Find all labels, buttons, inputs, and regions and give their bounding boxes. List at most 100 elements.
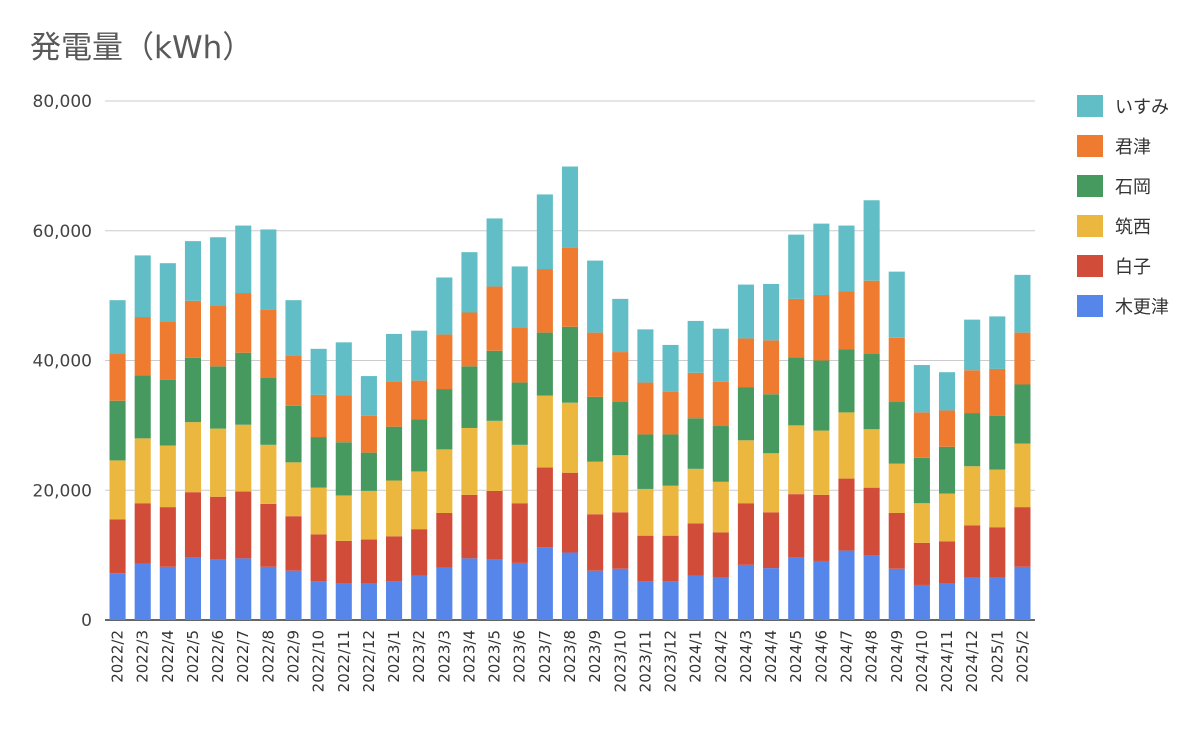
bar-segment <box>712 426 729 482</box>
bar-segment <box>511 266 528 328</box>
bar-segment <box>989 469 1006 528</box>
bar-segment <box>863 429 880 488</box>
x-tick-label: 2024/11 <box>938 630 956 692</box>
bar-segment <box>964 370 981 414</box>
bar-segment <box>159 263 176 322</box>
bar-segment <box>964 577 981 620</box>
bar-segment <box>285 462 302 517</box>
bar-segment <box>235 424 252 492</box>
bar-segment <box>938 446 956 494</box>
legend-item: 木更津 <box>1077 286 1169 326</box>
bar-segment <box>285 405 302 463</box>
bar-segment <box>486 286 503 351</box>
y-tick-label: 40,000 <box>33 352 92 372</box>
bar-segment <box>134 317 151 376</box>
legend-swatch <box>1077 135 1103 157</box>
bar-segment <box>184 557 202 620</box>
x-tick-label: 2023/9 <box>586 630 604 683</box>
x-tick-label: 2024/6 <box>812 630 830 683</box>
x-tick-label: 2022/6 <box>209 630 227 683</box>
bar-segment <box>109 354 126 401</box>
bar-segment <box>159 445 176 508</box>
bar-segment <box>260 309 277 379</box>
bar-segment <box>310 534 327 582</box>
bar-segment <box>712 481 729 533</box>
legend-item: 筑西 <box>1077 206 1169 246</box>
bar-segment <box>210 237 227 307</box>
x-tick-label: 2022/12 <box>360 630 378 692</box>
bar-segment <box>360 539 377 584</box>
x-tick-label: 2023/7 <box>536 630 554 683</box>
x-tick-label: 2024/5 <box>787 630 805 683</box>
bar-segment <box>989 527 1006 578</box>
bar-segment <box>310 394 327 438</box>
x-tick-label: 2024/7 <box>837 630 855 683</box>
bar-segment <box>210 428 227 497</box>
bar-segment <box>134 503 151 564</box>
bar-segment <box>561 166 579 248</box>
y-tick-label: 20,000 <box>33 481 92 501</box>
bar-segment <box>461 427 478 495</box>
legend-label: 石岡 <box>1115 177 1151 198</box>
bar-segment <box>737 564 754 620</box>
x-tick-label: 2024/8 <box>863 630 881 683</box>
x-tick-label: 2022/5 <box>184 630 202 683</box>
x-tick-label: 2023/3 <box>435 630 453 683</box>
bar-segment <box>461 494 478 559</box>
bar-segment <box>235 558 252 620</box>
legend: いすみ 君津 石岡 筑西 白子 木更津 <box>1077 86 1169 326</box>
bar-segment <box>184 422 202 493</box>
legend-label: いすみ <box>1115 97 1169 118</box>
bar-segment <box>360 583 377 620</box>
bar-segment <box>838 478 855 551</box>
bar-segment <box>938 541 956 584</box>
bar-segment <box>763 512 780 569</box>
bar-segment <box>964 525 981 578</box>
bar-segment <box>511 382 528 445</box>
bar-segment <box>838 550 855 620</box>
bar-segment <box>838 225 855 292</box>
bar-segment <box>737 440 754 504</box>
bar-segment <box>788 425 805 495</box>
bar-segment <box>938 583 956 620</box>
bar-segment <box>511 327 528 383</box>
bar-segment <box>813 223 830 295</box>
axes: 0 20,000 40,000 60,000 80,000 2022/2 2022/3 202… <box>33 92 1032 692</box>
x-tick-label: 2023/12 <box>662 630 680 692</box>
bar-segment <box>587 396 604 462</box>
bar-segment <box>612 298 629 353</box>
bar-segment <box>1014 507 1031 567</box>
bar-segment <box>788 557 805 620</box>
bar-segment <box>561 552 579 620</box>
x-tick-label: 2022/3 <box>134 630 152 683</box>
bar-segment <box>964 466 981 526</box>
bar-segment <box>285 570 302 620</box>
x-tick-label: 2023/10 <box>611 630 629 692</box>
bar-segment <box>838 349 855 413</box>
y-tick-label: 60,000 <box>33 222 92 242</box>
bar-segment <box>109 460 126 520</box>
bar-segment <box>235 293 252 353</box>
bar-segment <box>335 395 352 443</box>
bar-segment <box>310 487 327 535</box>
bar-segment <box>536 395 553 468</box>
bar-segment <box>536 194 553 270</box>
bar-segment <box>737 338 754 388</box>
bar-segment <box>260 503 277 567</box>
bar-segment <box>888 512 905 569</box>
x-tick-label: 2025/1 <box>988 630 1006 683</box>
x-tick-label: 2024/12 <box>963 630 981 692</box>
bar-segment <box>260 229 277 310</box>
bar-segment <box>461 558 478 620</box>
bar-segment <box>763 453 780 513</box>
bar-segment <box>989 368 1006 416</box>
bar-segment <box>888 463 905 513</box>
bar-segment <box>888 568 905 620</box>
bar-segment <box>612 402 629 456</box>
bar-segment <box>637 581 654 620</box>
bar-segment <box>737 284 754 339</box>
bar-segment <box>235 352 252 425</box>
bar-segment <box>335 583 352 620</box>
bar-segment <box>637 488 654 536</box>
bar-segment <box>386 381 403 427</box>
